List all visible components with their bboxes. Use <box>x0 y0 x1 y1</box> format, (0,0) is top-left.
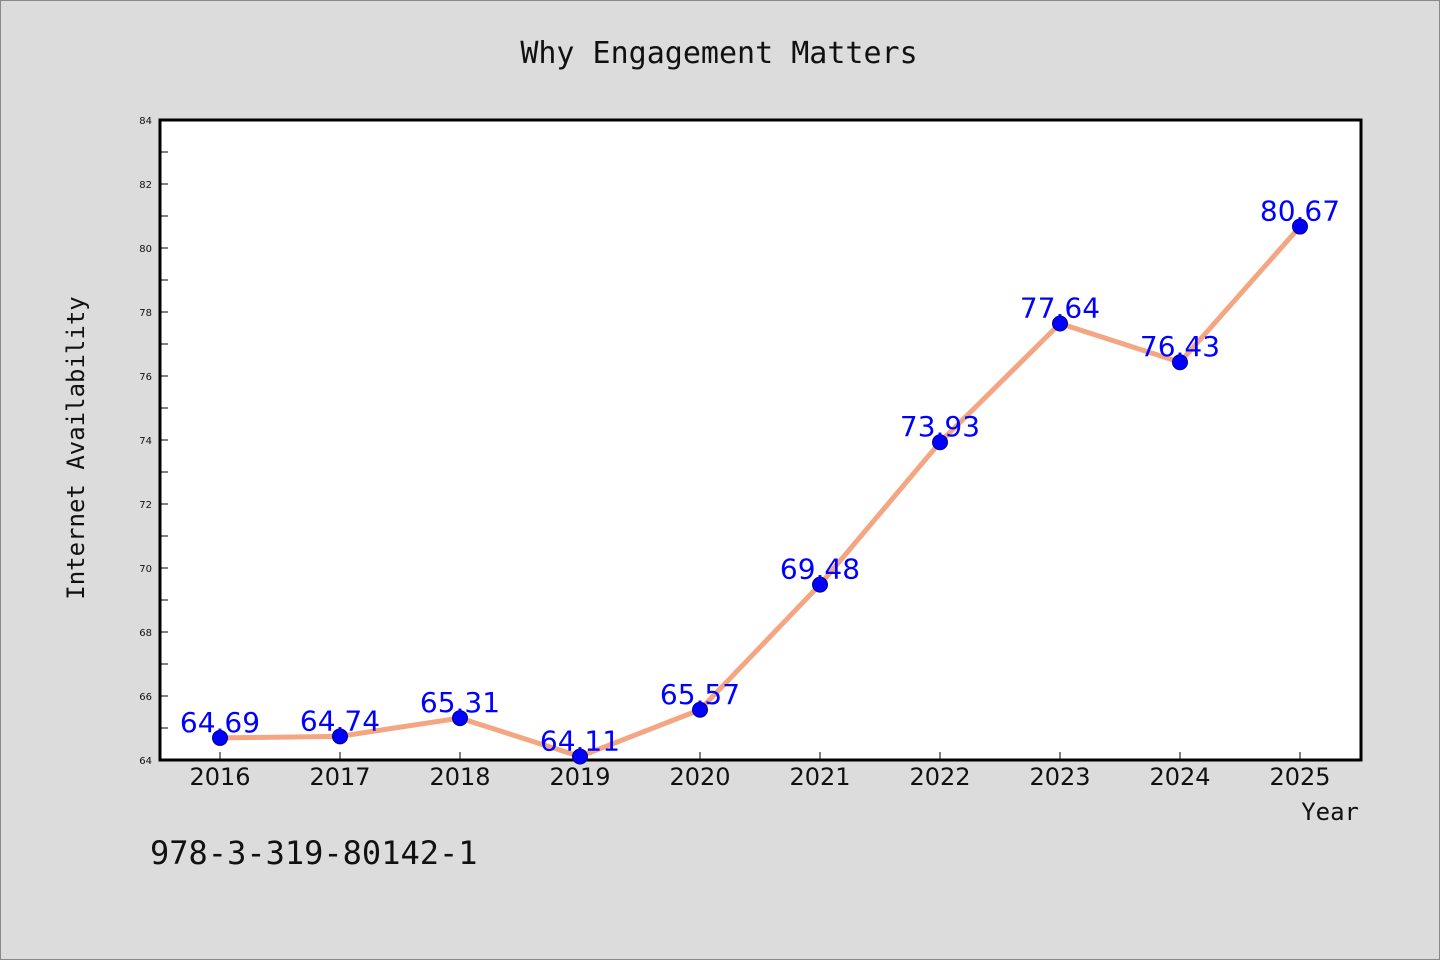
y-tick-label: 78 <box>139 308 152 319</box>
y-axis-ticks: 64 66 68 70 72 74 76 78 80 82 84 <box>139 116 168 767</box>
data-value-label: 73.93 <box>900 410 980 443</box>
x-tick-label: 2017 <box>309 763 370 791</box>
data-point-marker <box>1052 315 1068 332</box>
data-value-label: 77.64 <box>1020 292 1100 325</box>
isbn-footnote: 978-3-319-80142-1 <box>150 834 478 872</box>
x-tick-label: 2019 <box>549 763 610 791</box>
data-point-marker <box>692 701 708 718</box>
data-value-label: 64.69 <box>180 706 260 739</box>
x-tick-label: 2020 <box>669 763 730 791</box>
y-tick-label: 74 <box>139 436 152 447</box>
x-tick-label: 2023 <box>1029 763 1090 791</box>
data-point-marker <box>1292 218 1308 235</box>
data-value-label: 80.67 <box>1260 195 1340 228</box>
data-markers <box>212 218 1308 765</box>
data-value-label: 64.74 <box>300 704 380 737</box>
plot-area <box>158 118 1363 762</box>
y-tick-label: 66 <box>139 692 152 703</box>
data-value-label: 65.31 <box>420 686 500 719</box>
x-tick-label: 2022 <box>909 763 970 791</box>
y-tick-label: 84 <box>139 116 152 127</box>
series-line <box>217 224 1303 759</box>
data-value-label: 65.57 <box>660 678 740 711</box>
data-point-marker <box>932 434 948 451</box>
y-tick-label: 72 <box>139 500 152 511</box>
data-value-label: 76.43 <box>1140 330 1220 363</box>
y-axis-label: Internet Availability <box>62 296 90 599</box>
data-point-marker <box>812 576 828 593</box>
data-point-marker <box>452 710 468 727</box>
y-tick-label: 68 <box>139 628 152 639</box>
y-tick-label: 82 <box>139 180 152 191</box>
x-tick-label: 2024 <box>1149 763 1210 791</box>
data-value-label: 69.48 <box>780 553 860 586</box>
data-point-marker <box>572 748 588 765</box>
y-tick-label: 70 <box>139 564 152 575</box>
x-axis-label: Year <box>1301 798 1359 826</box>
chart-title: Why Engagement Matters <box>520 36 917 71</box>
x-tick-label: 2021 <box>789 763 850 791</box>
x-tick-label: 2018 <box>429 763 490 791</box>
y-tick-label: 64 <box>139 756 152 767</box>
x-axis-ticks: 2016 2017 2018 2019 2020 2021 2022 2023 2024 2025 <box>189 752 1331 791</box>
x-tick-label: 2025 <box>1269 763 1330 791</box>
data-point-marker <box>332 728 348 745</box>
data-value-label: 64.11 <box>540 724 620 757</box>
x-tick-label: 2016 <box>189 763 250 791</box>
data-point-marker <box>1172 354 1188 371</box>
y-tick-label: 80 <box>139 244 152 255</box>
data-labels: 64.69 64.74 65.31 64.11 65.57 69.48 73.93 77.64… <box>180 195 1340 758</box>
y-tick-label: 76 <box>139 372 152 383</box>
series-line-group <box>217 224 1303 759</box>
data-point-marker <box>212 729 228 746</box>
